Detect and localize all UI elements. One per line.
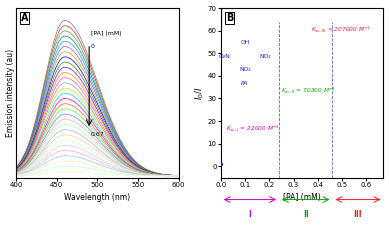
Text: $K_{sv,II}$ = 70300 M$^{-1}$: $K_{sv,II}$ = 70300 M$^{-1}$ — [282, 85, 336, 95]
Text: 0.67: 0.67 — [91, 132, 105, 137]
Text: B: B — [226, 13, 233, 23]
X-axis label: [PA] (mM): [PA] (mM) — [283, 193, 321, 202]
Text: O₂N: O₂N — [219, 54, 230, 59]
Text: A: A — [21, 13, 28, 23]
Text: NO₂: NO₂ — [239, 67, 251, 72]
Text: [PA] (mM): [PA] (mM) — [91, 31, 121, 36]
Text: III: III — [354, 210, 362, 219]
Text: II: II — [303, 210, 308, 219]
Text: $K_{sv,III}$ = 207000 M$^{-1}$: $K_{sv,III}$ = 207000 M$^{-1}$ — [310, 24, 371, 34]
Text: OH: OH — [240, 40, 250, 45]
Text: I: I — [249, 210, 251, 219]
Text: PA: PA — [241, 81, 249, 86]
Text: 0: 0 — [91, 45, 95, 50]
Text: NO₂: NO₂ — [259, 54, 272, 59]
Y-axis label: $I_0/I$: $I_0/I$ — [194, 86, 206, 99]
Point — [218, 162, 224, 166]
Text: $K_{sv,I}$ = 22000 M$^{-1}$: $K_{sv,I}$ = 22000 M$^{-1}$ — [226, 124, 279, 133]
Y-axis label: Emission intensity (au): Emission intensity (au) — [5, 49, 14, 137]
X-axis label: Wavelength (nm): Wavelength (nm) — [64, 193, 130, 202]
